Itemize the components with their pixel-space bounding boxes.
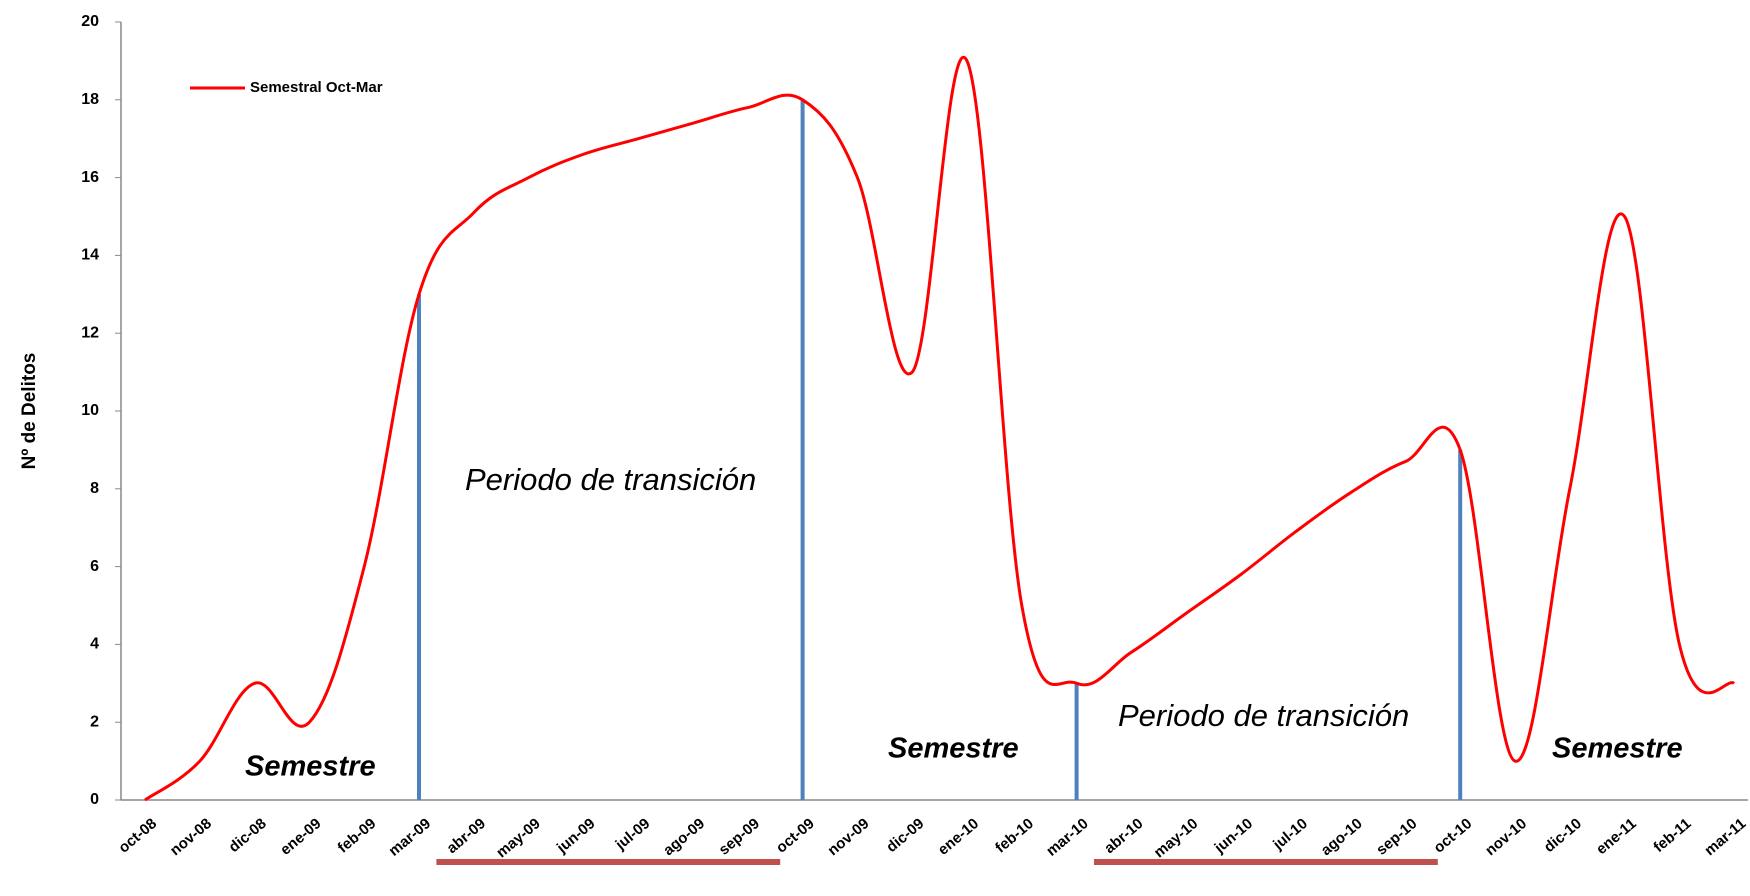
x-tick-label: dic-09 <box>883 815 927 856</box>
x-tick-label: feb-10 <box>992 815 1037 856</box>
x-tick-label: nov-10 <box>1482 815 1530 859</box>
x-tick-label: ene-09 <box>277 815 324 859</box>
y-tick-label: 6 <box>90 558 99 575</box>
y-tick-label: 20 <box>81 13 99 30</box>
x-tick-label: jul-09 <box>612 815 654 854</box>
x-tick-label: mar-09 <box>386 815 435 860</box>
x-tick-label: dic-10 <box>1541 815 1585 856</box>
series-line <box>144 55 1736 802</box>
y-tick-label: 2 <box>90 713 99 730</box>
x-tick-label: oct-08 <box>115 815 160 856</box>
y-tick-label: 0 <box>90 791 99 808</box>
annotation: Semestre <box>888 733 1019 765</box>
y-tick-label: 14 <box>81 247 99 264</box>
x-tick-label: sep-09 <box>716 815 763 859</box>
x-tick-label: sep-10 <box>1373 815 1420 859</box>
x-tick-label: ene-10 <box>935 815 982 859</box>
x-tick-label: oct-09 <box>773 815 818 856</box>
x-tick-label: may-10 <box>1151 815 1202 861</box>
x-tick-label: abr-10 <box>1101 815 1146 857</box>
x-tick-label: mar-11 <box>1701 815 1749 859</box>
legend-label: Semestral Oct-Mar <box>250 79 383 96</box>
annotation: Semestre <box>1552 733 1683 765</box>
x-tick-label: mar-10 <box>1043 815 1092 860</box>
x-tick-label: may-09 <box>493 815 544 861</box>
x-tick-label: nov-08 <box>167 815 215 859</box>
x-tick-label: ene-11 <box>1593 815 1640 858</box>
y-tick-label: 10 <box>81 402 99 419</box>
y-tick-label: 8 <box>90 480 99 497</box>
x-tick-label: ago-09 <box>660 815 708 859</box>
x-tick-label: feb-11 <box>1650 815 1694 856</box>
x-tick-label: oct-10 <box>1431 815 1476 856</box>
y-tick-label: 16 <box>81 169 99 186</box>
x-tick-label: feb-09 <box>335 815 380 856</box>
x-tick-label: jun-10 <box>1211 815 1257 857</box>
y-axis-label: Nº de Delitos <box>19 353 40 470</box>
y-tick-label: 4 <box>90 636 99 653</box>
annotation: Periodo de transición <box>465 462 756 497</box>
y-tick-label: 18 <box>81 91 99 108</box>
x-tick-label: ago-10 <box>1318 815 1366 859</box>
x-tick-label: dic-08 <box>226 815 270 856</box>
x-tick-label: jun-09 <box>553 815 599 857</box>
y-tick-label: 12 <box>81 324 99 341</box>
annotation: Semestre <box>245 751 376 783</box>
annotation: Periodo de transición <box>1118 698 1409 733</box>
x-tick-label: jul-10 <box>1269 815 1311 854</box>
x-tick-label: nov-09 <box>825 815 873 859</box>
x-tick-label: abr-09 <box>443 815 488 857</box>
